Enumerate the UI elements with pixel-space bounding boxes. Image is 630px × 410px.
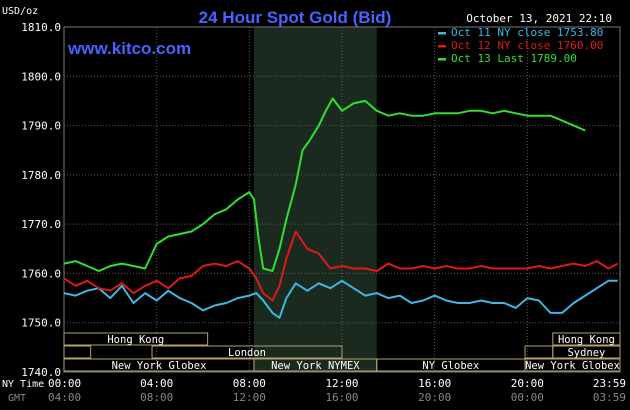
legend-swatch <box>438 45 446 48</box>
x-ny-tick-label: 12:00 <box>325 377 358 390</box>
y-axis-label: USD/oz <box>2 6 38 17</box>
session-label: London <box>228 347 266 359</box>
site-watermark: www.kitco.com <box>67 39 191 58</box>
session-box <box>63 345 92 359</box>
series-line <box>63 279 618 319</box>
y-tick-label: 1780.0 <box>21 169 61 182</box>
legend-swatch <box>438 32 446 35</box>
timestamp: October 13, 2021 22:10 <box>466 12 612 25</box>
legend-entry: Oct 12 NY close 1760.00 <box>451 39 603 52</box>
session-box <box>151 345 343 359</box>
session-box <box>63 332 209 346</box>
x-tick-labels: 00:00 04:00 08:00 12:00 16:00 20:00 23:5904:00… <box>48 377 626 404</box>
x-ny-tick-label: 20:00 <box>511 377 544 390</box>
session-label: NY Globex <box>422 360 479 372</box>
x-gmt-tick-label: 00:00 <box>511 391 544 404</box>
plot-frame <box>63 26 621 373</box>
session-box <box>552 332 621 346</box>
x-gmt-tick-label: 04:00 <box>48 391 81 404</box>
x-ny-tick-label: 00:00 <box>48 377 81 390</box>
session-label: Sydney <box>567 347 605 359</box>
x-ny-tick-label: 16:00 <box>418 377 451 390</box>
series-line <box>63 230 619 302</box>
y-tick-labels: 1740.0 1750.0 1760.0 1770.0 1780.0 1790.0 1800… <box>21 21 61 379</box>
y-tick-label: 1790.0 <box>21 120 61 133</box>
nymex-session-highlight <box>253 27 377 372</box>
x-ny-tick-label: 08:00 <box>233 377 266 390</box>
legend-entry: Oct 11 NY close 1753.80 <box>451 26 603 39</box>
series-lines <box>63 97 619 319</box>
session-label: Hong Kong <box>558 334 615 346</box>
x-gmt-tick-label: 08:00 <box>140 391 173 404</box>
x-gmt-tick-label: 20:00 <box>418 391 451 404</box>
series-line <box>63 97 586 272</box>
x-ny-tick-label: 23:59 <box>593 377 626 390</box>
chart-title: 24 Hour Spot Gold (Bid) <box>199 8 392 27</box>
y-tick-label: 1770.0 <box>21 218 61 231</box>
session-label: Hong Kong <box>107 334 164 346</box>
x-gmt-tick-label: 03:59 <box>593 391 626 404</box>
session-label: New York Globex <box>525 360 620 372</box>
legend-entry: Oct 13 Last 1789.00 <box>451 52 577 65</box>
x-gmt-tick-label: 16:00 <box>325 391 358 404</box>
y-tick-label: 1810.0 <box>21 21 61 34</box>
session-box <box>524 358 621 372</box>
session-label: New York NYMEX <box>271 360 360 372</box>
session-label: New York Globex <box>112 360 207 372</box>
grid-lines <box>63 26 621 373</box>
x-ny-tick-label: 04:00 <box>140 377 173 390</box>
legend-swatch <box>438 58 446 61</box>
y-tick-label: 1750.0 <box>21 317 61 330</box>
y-tick-label: 1800.0 <box>21 70 61 83</box>
session-box <box>552 345 621 359</box>
x-gmt-axis-label: GMT <box>8 393 26 404</box>
market-sessions: Hong Kong London New York Globex New York N… <box>63 332 621 372</box>
y-tick-label: 1760.0 <box>21 267 61 280</box>
x-gmt-tick-label: 12:00 <box>233 391 266 404</box>
y-tick-label: 1740.0 <box>21 366 61 379</box>
x-ny-axis-label: NY Time <box>2 379 44 390</box>
